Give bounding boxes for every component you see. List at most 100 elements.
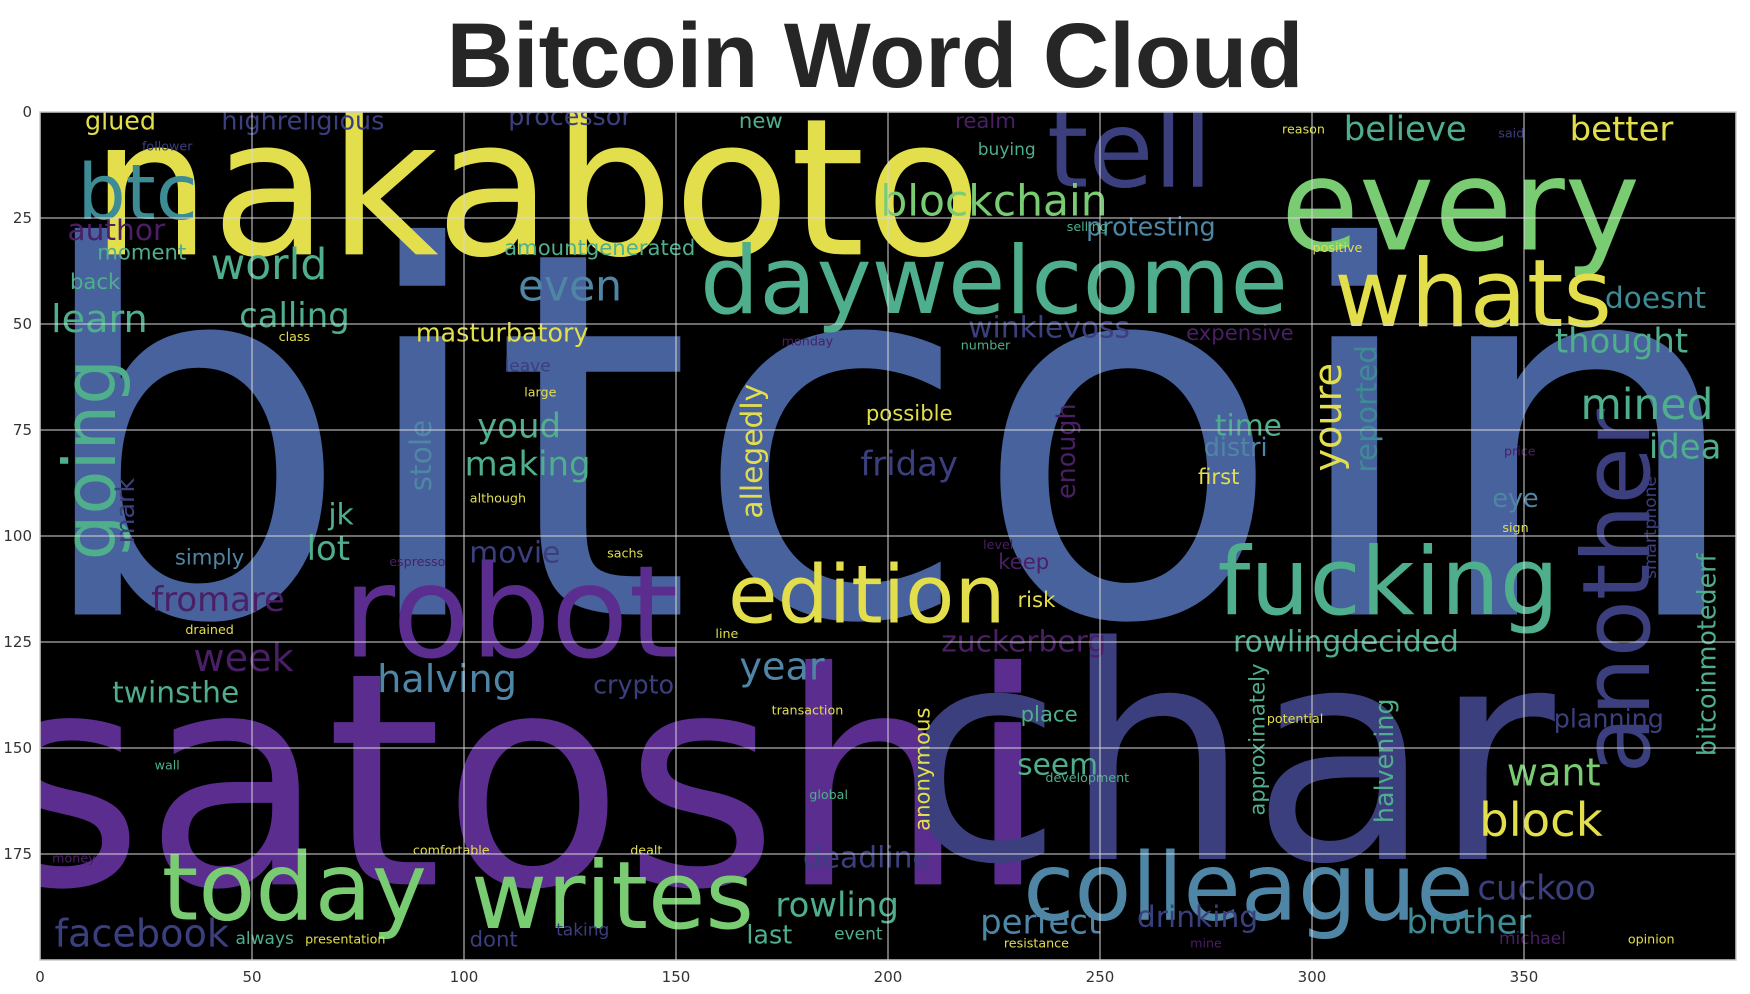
word-stole: stole [404, 420, 439, 492]
word-making: making [465, 444, 591, 483]
word-leave: leave [505, 356, 551, 376]
word-idea: idea [1649, 427, 1722, 466]
x-tick-label: 50 [242, 968, 261, 986]
word-colleague: colleague [1023, 833, 1474, 942]
word-block: block [1479, 793, 1603, 847]
word-event: event [834, 925, 883, 945]
word-author: author [67, 213, 166, 248]
word-first: first [1198, 464, 1239, 489]
word-wall: wall [155, 757, 180, 772]
y-tick-label: 175 [3, 845, 32, 863]
word-amountgenerated: amountgenerated [504, 235, 695, 260]
word-development: development [1045, 770, 1129, 785]
y-tick-label: 150 [3, 739, 32, 757]
word-writes: writes [471, 842, 754, 951]
word-time: time [1215, 408, 1282, 443]
word-friday: friday [860, 444, 958, 483]
x-tick-label: 300 [1298, 968, 1327, 986]
x-tick-label: 0 [35, 968, 45, 986]
word-mined: mined [1580, 380, 1713, 429]
word-money: money [52, 851, 96, 866]
word-large: large [524, 384, 556, 399]
word-possible: possible [866, 401, 953, 426]
word-line: line [715, 626, 738, 641]
x-tick-label: 250 [1086, 968, 1115, 986]
word-positive: positive [1313, 240, 1363, 255]
word-potential: potential [1267, 711, 1323, 726]
word-char: char [900, 584, 1558, 929]
word-anonymous: anonymous [909, 707, 934, 830]
word-movie: movie [469, 535, 560, 570]
word-risk: risk [1017, 587, 1056, 612]
word-another: another [1563, 408, 1672, 773]
word-daywelcome: daywelcome [700, 227, 1288, 336]
word-facebook: facebook [55, 913, 229, 957]
word-price: price [1504, 444, 1536, 459]
word-masturbatory: masturbatory [416, 317, 589, 347]
y-tick-label: 125 [3, 633, 32, 651]
word-smartphone: smartphone [1641, 476, 1661, 579]
word-realm: realm [955, 108, 1016, 133]
word-fucking: fucking [1218, 528, 1560, 637]
plot-frame [39, 111, 1737, 961]
word-processor: processor [508, 101, 632, 131]
word-sachs: sachs [607, 545, 643, 560]
word-level: level [983, 537, 1013, 552]
word-number: number [961, 338, 1011, 353]
word-seem: seem [1017, 747, 1098, 782]
word-youd: youd [477, 406, 561, 445]
word-even: even [518, 261, 622, 310]
word-last: last [746, 920, 792, 950]
word-better: better [1570, 109, 1674, 148]
word-allegedly: allegedly [735, 384, 770, 519]
y-tick-label: 50 [13, 315, 32, 333]
word-drinking: drinking [1137, 900, 1258, 935]
word-glued: glued [85, 105, 156, 135]
word-want: want [1507, 751, 1601, 795]
word-btc: btc [77, 148, 197, 237]
word-reason: reason [1282, 121, 1325, 136]
word-comfortable: comfortable [413, 842, 490, 857]
word-approximately: approximately [1244, 663, 1269, 815]
x-tick-label: 350 [1510, 968, 1539, 986]
word-espresso: espresso [389, 554, 445, 569]
word-calling: calling [239, 296, 350, 335]
word-twinsthe: twinsthe [112, 675, 239, 710]
word-place: place [1021, 702, 1078, 727]
word-opinion: opinion [1628, 931, 1675, 946]
x-tick-label: 150 [662, 968, 691, 986]
word-presentation: presentation [305, 931, 385, 946]
word-winklevoss: winklevoss [968, 311, 1130, 346]
x-tick-label: 200 [874, 968, 903, 986]
word-enough: enough [1051, 403, 1081, 499]
word-mark: mark [110, 478, 140, 544]
word-selling: selling [1067, 219, 1108, 234]
word-new: new [739, 108, 783, 133]
word-rowling: rowling [775, 885, 898, 924]
word-monday: monday [782, 333, 834, 348]
word-protesting: protesting [1086, 211, 1216, 241]
word-simply: simply [175, 545, 244, 570]
word-reported: reported [1350, 345, 1385, 473]
word-distri: distri [1204, 432, 1268, 462]
word-nakaboto: nakaboto [90, 77, 981, 299]
word-blockchain: blockchain [880, 177, 1107, 226]
word-year: year [739, 645, 824, 689]
word-buying: buying [978, 140, 1036, 160]
word-robot: robot [343, 538, 679, 686]
word-always: always [236, 929, 295, 949]
word-keep: keep [998, 549, 1049, 574]
word-back: back [70, 269, 121, 294]
x-tick-label: 100 [450, 968, 479, 986]
word-eye: eye [1492, 483, 1538, 513]
word-deadline: deadline [803, 841, 931, 876]
y-tick-label: 100 [3, 527, 32, 545]
word-week: week [193, 637, 293, 681]
word-going: going [49, 359, 133, 560]
word-world: world [211, 240, 328, 289]
word-satoshi: satoshi [0, 609, 1049, 954]
word-perfect: perfect [980, 902, 1101, 941]
word-thought: thought [1555, 321, 1688, 360]
word-michael: michael [1499, 929, 1566, 949]
word-cuckoo: cuckoo [1477, 868, 1596, 907]
